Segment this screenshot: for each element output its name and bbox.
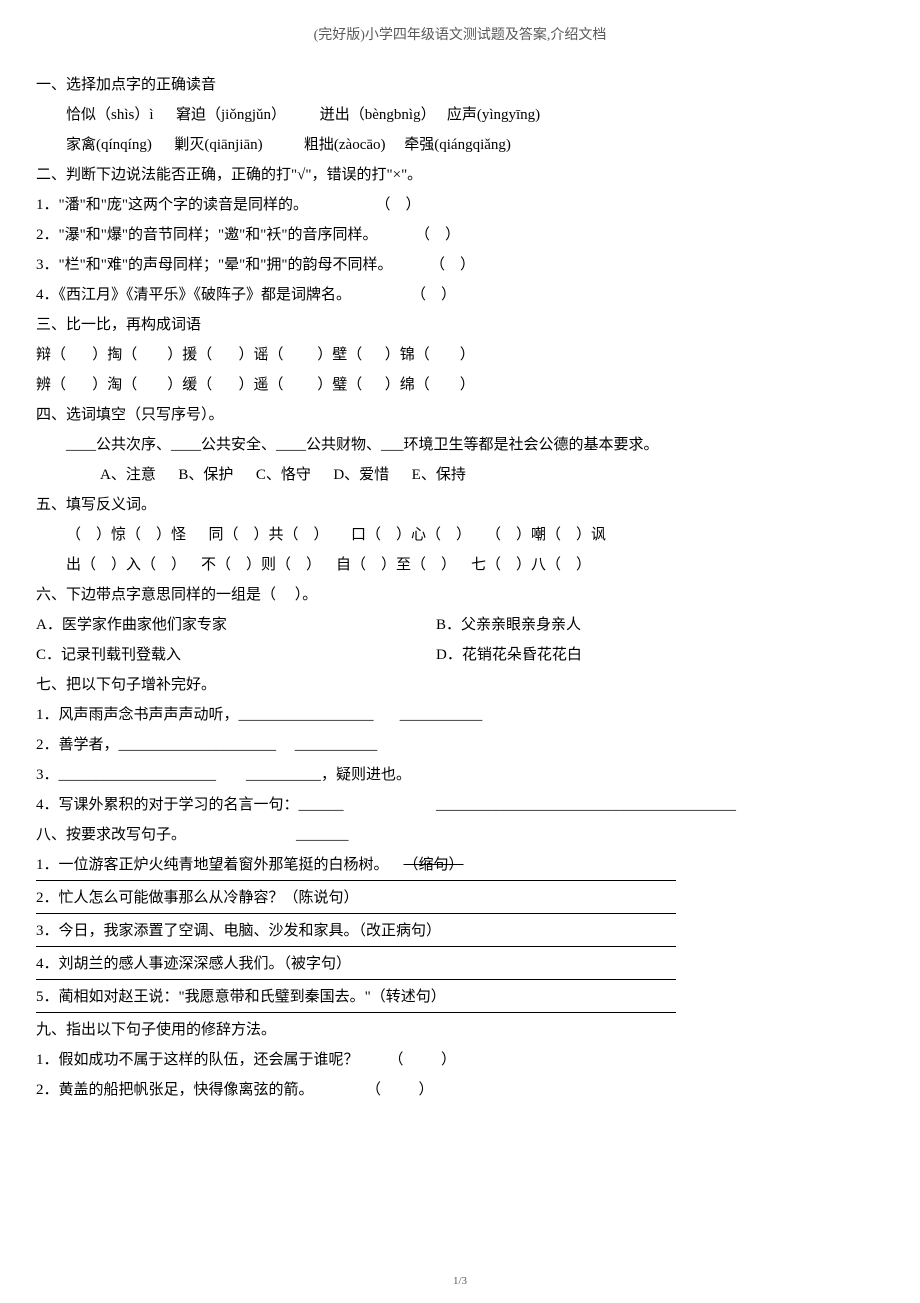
rule-1 — [36, 880, 676, 881]
s9-title: 九、指出以下句子使用的修辞方法。 — [36, 1015, 884, 1045]
rule-2 — [36, 913, 676, 914]
page: (完好版)小学四年级语文测试题及答案,介绍文档 一、选择加点字的正确读音 恰似（… — [0, 0, 920, 1303]
s6-row1: A．医学家作曲家他们家专家 B．父亲亲眼亲身亲人 — [36, 610, 884, 640]
s9-q2: 2．黄盖的船把帆张足，快得像离弦的箭。 （ ） — [36, 1075, 884, 1105]
s7-q1: 1．风声雨声念书声声声动听，__________________ _______… — [36, 700, 884, 730]
s7-q4b: ________________________________________ — [436, 790, 884, 820]
s5-row2: 出（ ）入（ ） 不（ ）则（ ） 自（ ）至（ ） 七（ ）八（ ） — [36, 550, 884, 580]
s8-q1: 1．一位游客正炉火纯青地望着窗外那笔挺的白杨树。 （缩句） — [36, 850, 884, 880]
s6-c: C．记录刊载刊登载入 — [36, 640, 436, 670]
s5-row1: （ ）惊（ ）怪 同（ ）共（ ） 口（ ）心（ ） （ ）嘲（ ）讽 — [36, 520, 884, 550]
rule-4 — [36, 979, 676, 980]
s5-title: 五、填写反义词。 — [36, 490, 884, 520]
s6-b: B．父亲亲眼亲身亲人 — [436, 610, 581, 640]
s6-a: A．医学家作曲家他们家专家 — [36, 610, 436, 640]
s2-q3: 3．"栏"和"难"的声母同样；"晕"和"拥"的韵母不同样。 （ ） — [36, 250, 884, 280]
s7-q4-row: 4．写课外累积的对于学习的名言一句：______ _______________… — [36, 790, 884, 820]
s8-q5: 5．蔺相如对赵王说："我愿意带和氏璧到秦国去。"（转述句） — [36, 982, 884, 1012]
s8-q4: 4．刘胡兰的感人事迹深深感人我们。（被字句） — [36, 949, 884, 979]
doc-header: (完好版)小学四年级语文测试题及答案,介绍文档 — [36, 24, 884, 44]
s7-title: 七、把以下句子增补完好。 — [36, 670, 884, 700]
s2-q4: 4．《西江月》《清平乐》《破阵子》都是词牌名。 （ ） — [36, 280, 884, 310]
s8-q1a: 1．一位游客正炉火纯青地望着窗外那笔挺的白杨树。 — [36, 857, 404, 873]
s4-opts: A、注意 B、保护 C、恪守 D、爱惜 E、保持 — [36, 460, 884, 490]
s7-q4a: 4．写课外累积的对于学习的名言一句：______ — [36, 790, 436, 820]
s2-q2: 2．"瀑"和"爆"的音节同样；"邀"和"袄"的音序同样。 （ ） — [36, 220, 884, 250]
s8-q2: 2．忙人怎么可能做事那么从冷静容？（陈说句） — [36, 883, 884, 913]
s3-row1: 辩（ ）掏（ ）援（ ）谣（ ）壁（ ）锦（ ） — [36, 340, 884, 370]
s7-q2: 2．善学者，_____________________ ___________ — [36, 730, 884, 760]
page-footer: 1/3 — [0, 1275, 920, 1287]
s6-row2: C．记录刊载刊登载入 D．花销花朵昏花花白 — [36, 640, 884, 670]
s1-row2: 家禽(qínqíng) 剿灭(qiānjiān) 粗拙(zàocāo) 牵强(q… — [36, 130, 884, 160]
s1-title: 一、选择加点字的正确读音 — [36, 70, 884, 100]
s8-q3: 3．今日，我家添置了空调、电脑、沙发和家具。（改正病句） — [36, 916, 884, 946]
s7-q3: 3．_____________________ __________，疑则进也。 — [36, 760, 884, 790]
content: 一、选择加点字的正确读音 恰似（shìs）ì 窘迫（jiǒngjǔn） 迸出（b… — [36, 70, 884, 1105]
s1-row1: 恰似（shìs）ì 窘迫（jiǒngjǔn） 迸出（bèngbnìg） 应声(y… — [36, 100, 884, 130]
s6-d: D．花销花朵昏花花白 — [436, 640, 582, 670]
s3-row2: 辨（ ）淘（ ）缓（ ）遥（ ）璧（ ）绵（ ） — [36, 370, 884, 400]
s2-q1: 1．"潘"和"庞"这两个字的读音是同样的。 （ ） — [36, 190, 884, 220]
s4-line: ____公共次序、____公共安全、____公共财物、___环境卫生等都是社会公… — [36, 430, 884, 460]
s3-title: 三、比一比，再构成词语 — [36, 310, 884, 340]
s6-title: 六、下边带点字意思同样的一组是（ ）。 — [36, 580, 884, 610]
rule-5 — [36, 1012, 676, 1013]
rule-3 — [36, 946, 676, 947]
s8-q1b: （缩句） — [404, 857, 464, 873]
s4-title: 四、选词填空（只写序号）。 — [36, 400, 884, 430]
s8-title: 八、按要求改写句子。 — [36, 820, 884, 850]
s9-q1: 1．假如成功不属于这样的队伍，还会属于谁呢？ （ ） — [36, 1045, 884, 1075]
s2-title: 二、判断下边说法能否正确，正确的打"√"，错误的打"×"。 — [36, 160, 884, 190]
